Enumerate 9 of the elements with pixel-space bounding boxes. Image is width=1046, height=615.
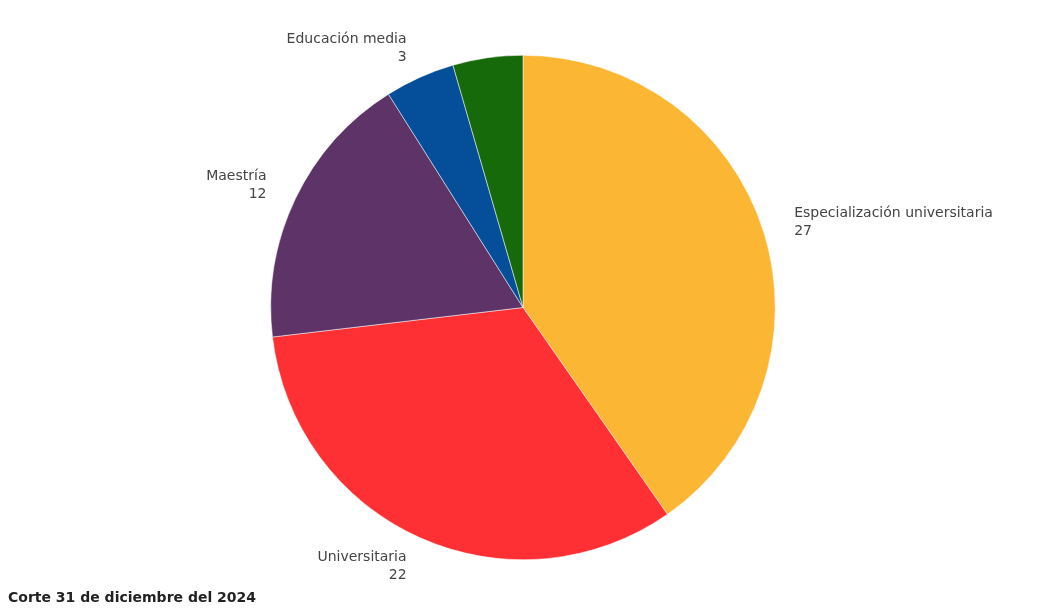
slice-label: Universitaria [317, 548, 407, 565]
data-label: 3 [397, 47, 407, 64]
data-label: 22 [388, 566, 407, 583]
data-label: 12 [248, 184, 267, 201]
data-label: 27 [794, 221, 812, 238]
text: Corte 31 de diciembre del 2024 [8, 589, 257, 605]
slice-label: Especialización universitaria [794, 203, 993, 220]
slice-label: Maestría [206, 166, 267, 183]
slice-label: Educación media [286, 29, 407, 46]
